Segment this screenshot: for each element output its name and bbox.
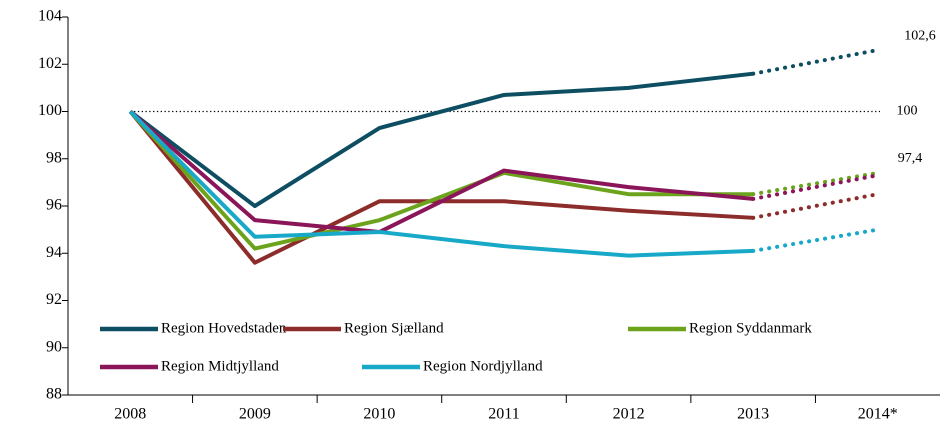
legend-label: Region Hovedstaden: [161, 320, 287, 336]
y-tick-label: 102: [38, 55, 62, 72]
x-tick-label: 2013: [737, 406, 769, 423]
legend-label: Region Midtjylland: [161, 358, 279, 374]
y-tick-label: 100: [38, 102, 62, 119]
series-line: [128, 109, 754, 234]
y-tick-label: 96: [46, 197, 62, 214]
y-tick-label: 98: [46, 149, 62, 166]
legend-label: Region Sjælland: [344, 320, 444, 336]
legend-label: Region Nordjylland: [423, 358, 543, 374]
projection-line: [751, 173, 880, 201]
y-tick-label: 90: [46, 338, 62, 355]
y-tick-label: 94: [46, 244, 62, 261]
projection-line: [751, 192, 880, 220]
projection-line: [751, 48, 880, 76]
projection-line: [751, 227, 880, 253]
annotation: 102,6: [904, 28, 936, 43]
series-line: [128, 110, 754, 251]
y-tick-label: 92: [46, 291, 62, 308]
projection-line: [751, 170, 880, 197]
x-tick-label: 2011: [488, 406, 519, 423]
series-line: [129, 71, 754, 208]
legend-label: Region Syddanmark: [689, 320, 812, 336]
x-tick-label: 2009: [239, 406, 271, 423]
x-tick-label: 2014*: [858, 406, 898, 423]
y-tick-label: 104: [38, 8, 62, 25]
y-tick-label: 88: [46, 386, 62, 403]
annotation: 100: [897, 104, 918, 119]
x-tick-label: 2010: [363, 406, 395, 423]
annotation: 97,4: [898, 151, 923, 166]
x-tick-label: 2008: [114, 406, 146, 423]
series-line: [128, 110, 754, 258]
x-tick-label: 2012: [613, 406, 645, 423]
